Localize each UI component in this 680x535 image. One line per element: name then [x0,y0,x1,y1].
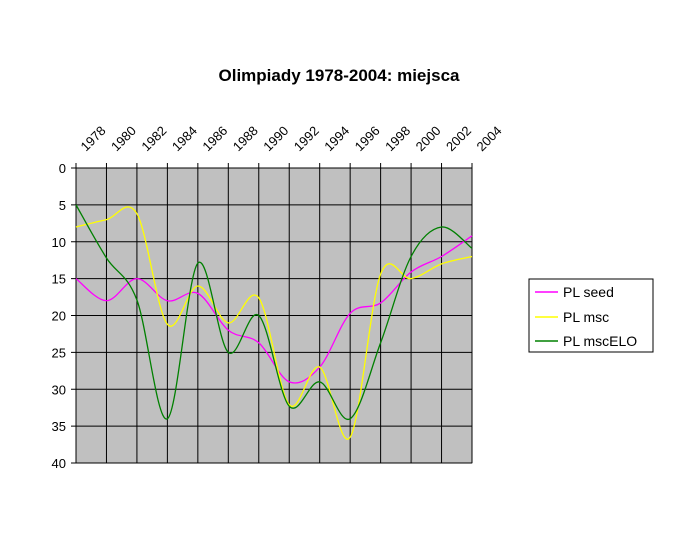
y-tick-label: 30 [52,382,66,397]
legend-label-pl-mscelo: PL mscELO [563,333,637,349]
x-tick-label: 1994 [321,123,352,154]
x-tick-label: 1988 [230,123,261,154]
y-tick-label: 40 [52,456,66,471]
y-tick-label: 15 [52,272,66,287]
legend-box [528,278,654,353]
y-tick-label: 35 [52,419,66,434]
legend-label-pl-msc: PL msc [563,309,609,325]
x-tick-label: 2002 [443,123,474,154]
x-tick-label: 2004 [474,123,505,154]
series-line-pl-msc [75,206,473,440]
series-line-pl-seed [75,235,473,384]
series-lines [75,204,473,440]
chart-title: Olimpiady 1978-2004: miejsca [219,66,461,85]
x-tick-label: 1984 [169,123,200,154]
legend: PL seed PL msc PL mscELO [528,278,654,353]
x-tick-label: 1992 [291,123,322,154]
x-tick-label: 1980 [108,123,139,154]
y-tick-label: 10 [52,235,66,250]
x-tick-label: 1978 [78,123,109,154]
x-tick-label: 1990 [260,123,291,154]
x-tick-label: 1998 [382,123,413,154]
x-axis-labels: 1978 1980 1982 1984 1986 1988 1990 1992 1994 1996… [78,123,505,154]
x-tick-label: 1986 [199,123,230,154]
legend-label-pl-seed: PL seed [563,284,614,300]
y-tick-label: 0 [59,161,66,176]
y-tick-label: 5 [59,198,66,213]
x-tick-label: 1996 [352,123,383,154]
y-tick-label: 20 [52,309,66,324]
y-axis-labels: 0 5 10 15 20 25 30 35 40 [52,161,66,471]
x-tick-label: 2000 [413,123,444,154]
series-line-pl-mscelo [75,204,473,420]
y-tick-label: 25 [52,345,66,360]
x-tick-label: 1982 [138,123,169,154]
